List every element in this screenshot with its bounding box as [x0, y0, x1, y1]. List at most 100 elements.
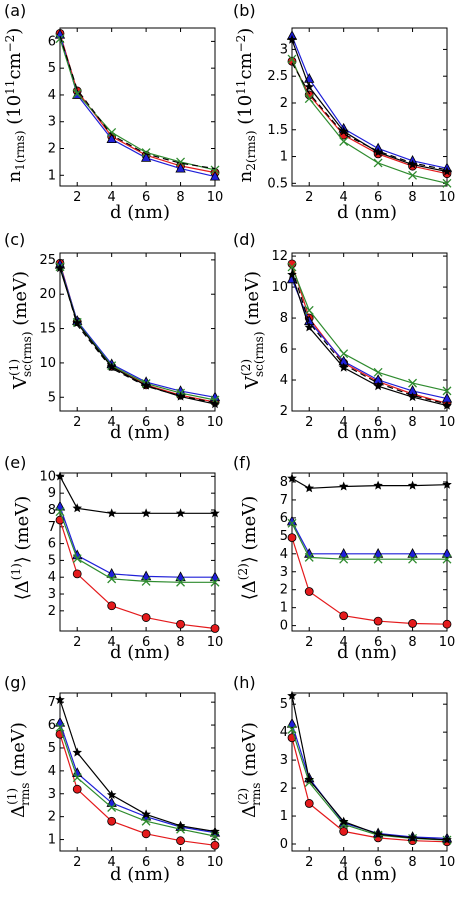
data-point	[141, 816, 151, 826]
y-tick-label: 4	[280, 547, 288, 562]
svg-text:Δ(1)rms (meV): Δ(1)rms (meV)	[5, 722, 32, 818]
x-tick-label: 8	[176, 855, 184, 870]
data-point	[55, 471, 65, 481]
data-point	[408, 170, 418, 180]
x-tick-label: 6	[142, 635, 150, 650]
x-tick-label: 8	[408, 190, 416, 205]
x-tick-label: 2	[73, 190, 81, 205]
y-tick-label: 1	[48, 168, 56, 183]
data-point	[373, 158, 383, 168]
data-point	[210, 831, 220, 841]
y-tick-label: 10	[39, 469, 56, 484]
data-point	[442, 619, 452, 629]
data-point	[304, 81, 314, 91]
y-axis-label: n2(rms) (1011cm−2)	[234, 28, 258, 183]
x-tick-label: 6	[142, 190, 150, 205]
data-point	[442, 479, 452, 489]
series-line-black-dashed	[291, 62, 448, 171]
series-line-red-circle	[291, 537, 448, 625]
data-point	[373, 147, 383, 157]
series-line-green-x	[59, 511, 215, 583]
y-tick-label: 3	[280, 565, 288, 580]
series-line-blue-triangle	[59, 34, 216, 178]
panel-label: (a)	[4, 1, 26, 20]
x-tick-label: 2	[73, 415, 81, 430]
data-point	[210, 508, 220, 518]
x-axis-label: d (nm)	[337, 422, 397, 443]
data-point	[373, 616, 383, 626]
data-point	[408, 619, 417, 628]
plot-frame	[291, 472, 448, 632]
panel-b: (b) n2(rms) (1011cm−2) d (nm) 2 4 6 8 10 0.5 1…	[233, 1, 455, 223]
series-line-green-x	[59, 38, 216, 171]
y-tick-label: 1	[280, 150, 288, 165]
x-tick-label: 4	[108, 855, 116, 870]
data-point	[107, 574, 117, 584]
data-point	[106, 133, 117, 144]
y-axis-label: Δ(2)rms (meV)	[236, 722, 263, 818]
plot-frame	[291, 692, 448, 852]
y-tick-label: 2	[280, 404, 288, 419]
data-point	[55, 507, 65, 517]
x-tick-label: 8	[408, 635, 416, 650]
data-point	[210, 826, 220, 836]
x-axis-label: d (nm)	[110, 422, 170, 443]
y-tick-label: 1	[280, 601, 288, 616]
data-point	[407, 392, 418, 402]
series-line-blue-triangle	[59, 506, 215, 578]
y-tick-label: 2	[280, 781, 288, 796]
data-point	[176, 836, 185, 846]
y-tick-label: 6	[280, 342, 288, 357]
plot-frame	[291, 27, 448, 187]
y-tick-label: 0	[280, 619, 288, 634]
data-point	[339, 137, 349, 147]
svg-text:⟨Δ(2)⟩ (meV): ⟨Δ(2)⟩ (meV)	[236, 496, 260, 601]
data-point	[407, 159, 418, 169]
data-point	[287, 54, 297, 64]
y-axis-label: Δ(1)rms (meV)	[5, 722, 32, 818]
x-tick-label: 4	[340, 190, 348, 205]
data-point	[338, 362, 349, 372]
data-point	[304, 305, 314, 315]
x-tick-label: 10	[439, 190, 456, 205]
panel-label: (d)	[233, 230, 256, 249]
series-line-green-x	[291, 729, 448, 841]
data-point	[338, 126, 349, 136]
data-point	[339, 611, 349, 621]
x-axis-label: d (nm)	[110, 864, 170, 885]
x-tick-label: 4	[108, 415, 116, 430]
data-point	[287, 269, 297, 279]
x-tick-label: 2	[305, 635, 313, 650]
x-axis-label: d (nm)	[110, 202, 170, 223]
data-point	[141, 576, 151, 586]
data-point	[106, 567, 117, 578]
y-tick-label: 5	[280, 697, 288, 712]
y-tick-label: 8	[280, 311, 288, 326]
y-tick-label: 2	[48, 810, 56, 825]
data-point	[304, 774, 314, 784]
data-point	[55, 694, 65, 704]
y-tick-label: 6	[48, 718, 56, 733]
data-point	[373, 829, 383, 839]
data-point	[175, 571, 186, 582]
y-tick-label: 7	[48, 520, 56, 535]
x-tick-label: 8	[176, 635, 184, 650]
series-line-green-x	[291, 523, 447, 560]
data-point	[72, 773, 82, 783]
data-point	[338, 481, 349, 491]
y-tick-label: 2	[48, 604, 56, 619]
x-tick-label: 6	[374, 415, 382, 430]
plot-frame	[59, 27, 216, 187]
series-line-black-star	[291, 39, 448, 173]
y-tick-label: 8	[280, 475, 288, 490]
y-tick-label: 9	[48, 486, 56, 501]
y-tick-label: 20	[39, 287, 56, 302]
x-axis-label: d (nm)	[337, 864, 397, 885]
series-line-black-star	[59, 267, 216, 405]
y-tick-label: 2	[280, 96, 288, 111]
y-tick-label: 3	[280, 753, 288, 768]
series-line-black-dashed	[291, 268, 448, 405]
data-point	[373, 367, 383, 377]
svg-text:Δ(2)rms (meV): Δ(2)rms (meV)	[236, 722, 263, 818]
